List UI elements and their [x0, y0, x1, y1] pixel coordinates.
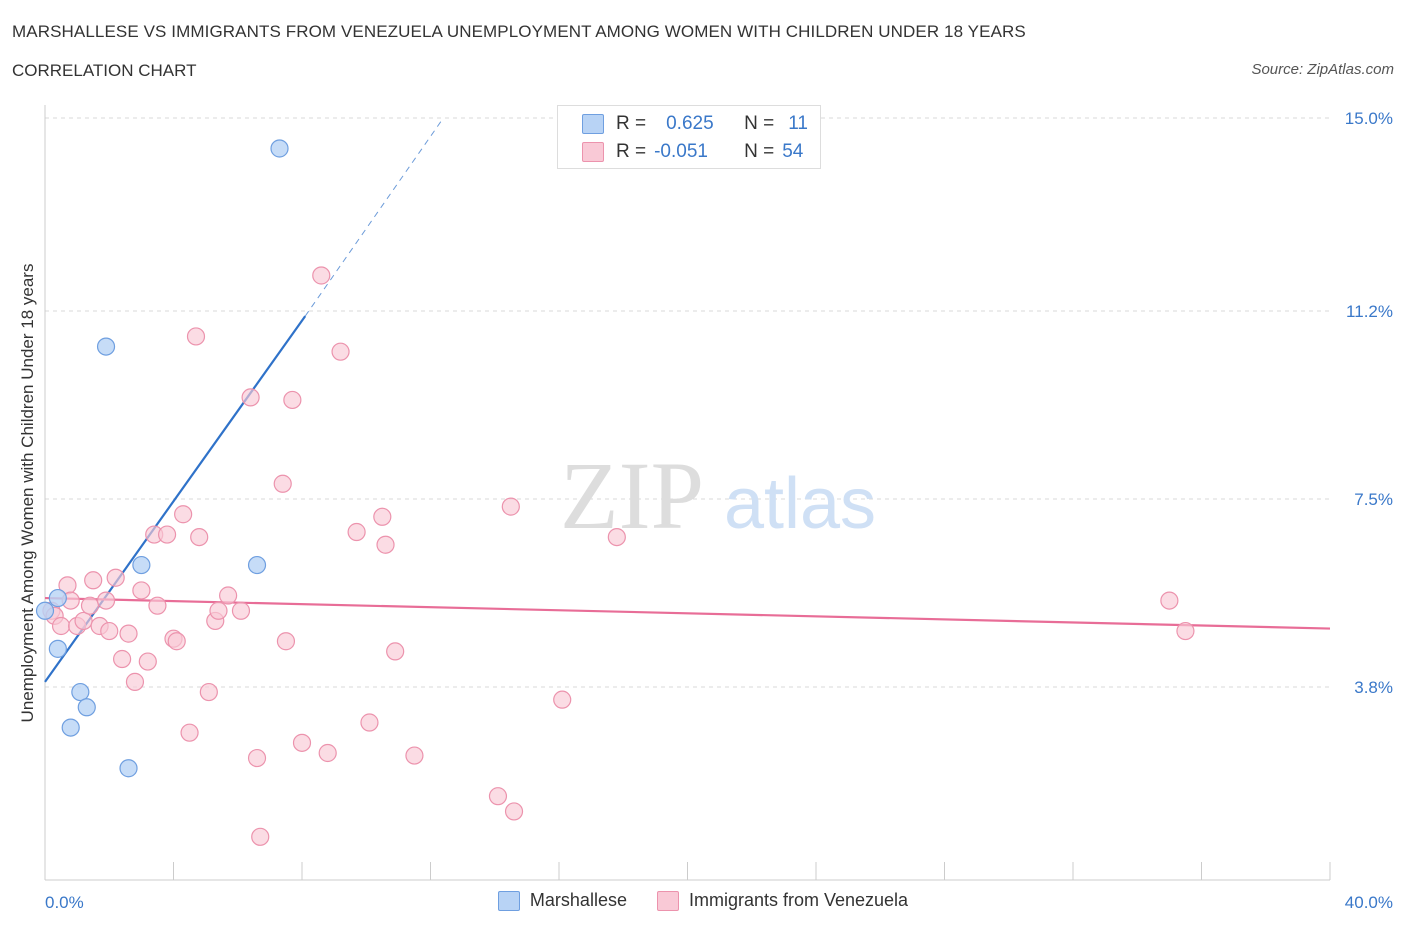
watermark-zip: ZIP	[560, 442, 704, 549]
venezuela-point	[283, 390, 302, 410]
marshallese-swatch	[497, 890, 520, 911]
venezuela-trend-line	[44, 596, 1331, 630]
venezuela-point	[607, 527, 626, 547]
legend-item-venezuela: Immigrants from Venezuela	[656, 890, 909, 911]
venezuela-point	[488, 787, 508, 806]
venezuela-point	[231, 601, 251, 620]
n-value: 54	[782, 141, 804, 162]
venezuela-point	[331, 342, 350, 361]
venezuela-point	[119, 624, 138, 643]
venezuela-point	[74, 611, 93, 631]
venezuela-point	[247, 748, 267, 768]
venezuela-point	[51, 616, 71, 636]
watermark-atlas: atlas	[724, 464, 876, 544]
venezuela-point	[96, 591, 116, 610]
marshallese-point	[132, 555, 151, 575]
venezuela-point	[347, 522, 366, 542]
marshallese-point	[77, 698, 96, 717]
n-label: N =	[744, 113, 775, 134]
legend-label: Marshallese	[529, 890, 627, 910]
venezuela-point	[138, 652, 157, 671]
venezuela-point	[157, 525, 177, 544]
venezuela-point	[148, 596, 167, 615]
venezuela-point	[167, 632, 186, 651]
marshallese-point	[119, 759, 138, 778]
marshallese-point	[96, 337, 116, 356]
marshallese-point	[61, 718, 80, 737]
venezuela-point	[273, 474, 292, 493]
y-tick-label: 7.5%	[1354, 490, 1393, 509]
venezuela-point	[292, 733, 312, 752]
venezuela-point	[106, 568, 125, 587]
marshallese-point	[35, 601, 55, 620]
marshallese-point	[247, 555, 267, 575]
axes	[44, 105, 1331, 881]
venezuela-point	[125, 672, 145, 691]
legend-row-venezuela: R = -0.051 N = 54	[582, 140, 803, 164]
venezuela-point	[318, 743, 337, 763]
venezuela-swatch	[656, 890, 679, 911]
venezuela-point	[386, 642, 405, 661]
venezuela-point	[276, 632, 296, 651]
chart-subtitle: CORRELATION CHART	[12, 61, 197, 80]
venezuela-point	[180, 723, 199, 742]
n-label: N =	[744, 141, 775, 162]
marshallese-swatch	[582, 114, 604, 134]
venezuela-point	[84, 571, 103, 590]
venezuela-point	[312, 266, 331, 285]
watermark: ZIP atlas	[560, 442, 876, 549]
y-tick-label: 15.0%	[1345, 109, 1393, 128]
marshallese-point	[71, 682, 90, 702]
marshallese-point	[270, 139, 289, 158]
legend-label: Immigrants from Venezuela	[688, 890, 909, 910]
y-axis-label: Unemployment Among Women with Children U…	[18, 264, 37, 723]
venezuela-point	[132, 581, 151, 600]
venezuela-point	[241, 388, 260, 407]
venezuela-point	[199, 682, 218, 702]
legend-row-marshallese: R = 0.625 N = 11	[582, 112, 808, 136]
marshallese-point	[48, 588, 67, 608]
n-value: 11	[788, 113, 808, 134]
x-tick-label: 40.0%	[1345, 893, 1393, 912]
venezuela-point	[376, 535, 395, 554]
correlation-legend: R = 0.625 N = 11 R = -0.051 N = 54	[557, 105, 821, 169]
venezuela-point	[1176, 621, 1195, 641]
x-tick-label: 0.0%	[45, 893, 84, 912]
r-label: R =	[616, 141, 647, 162]
legend-item-marshallese: Marshallese	[497, 890, 627, 911]
marshallese-point	[48, 639, 67, 658]
r-value: 0.625	[666, 113, 714, 134]
venezuela-point	[190, 527, 209, 547]
venezuela-point	[100, 621, 119, 641]
venezuela-point	[373, 507, 392, 526]
r-label: R =	[616, 113, 647, 134]
series-legend: Marshallese Immigrants from Venezuela	[0, 890, 1406, 911]
venezuela-point	[251, 827, 270, 846]
venezuela-point	[504, 802, 524, 821]
tick-labels: 3.8% 7.5% 11.2% 15.0% 0.0% 40.0%	[45, 109, 1393, 912]
venezuela-point	[80, 596, 100, 615]
y-tick-label: 3.8%	[1354, 678, 1393, 697]
venezuela-point	[209, 601, 228, 620]
venezuela-point	[360, 713, 379, 732]
venezuela-point	[553, 690, 572, 709]
chart-title: MARSHALLESE VS IMMIGRANTS FROM VENEZUELA…	[12, 22, 1026, 41]
data-points	[35, 139, 1195, 846]
source-label: Source: ZipAtlas.com	[1251, 61, 1394, 78]
venezuela-point	[1160, 591, 1179, 610]
venezuela-point	[112, 649, 132, 669]
venezuela-point	[186, 327, 206, 346]
venezuela-point	[219, 586, 238, 605]
marshallese-trend-extension	[304, 117, 444, 317]
r-value: -0.051	[654, 141, 708, 162]
venezuela-point	[501, 497, 520, 516]
venezuela-point	[405, 746, 424, 765]
venezuela-point	[174, 505, 193, 524]
venezuela-swatch	[582, 142, 604, 162]
y-tick-label: 11.2%	[1346, 302, 1393, 321]
trend-lines	[44, 117, 1331, 683]
